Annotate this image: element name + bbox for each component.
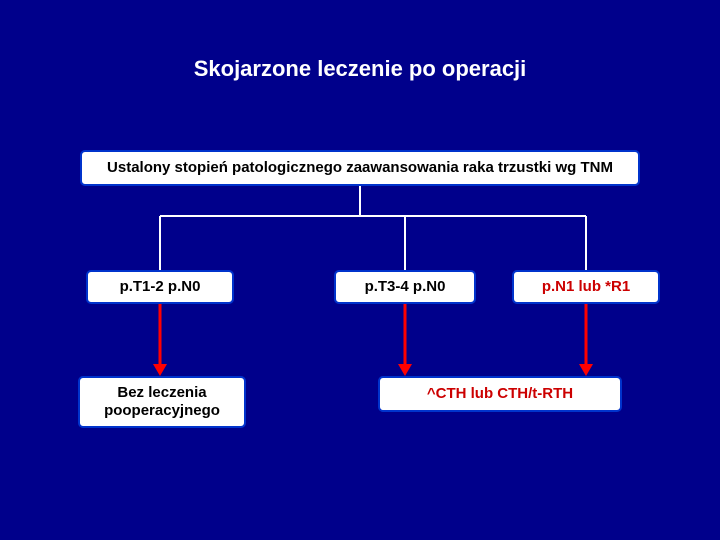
box-pn1-r1: p.N1 lub *R1 [512,270,660,304]
box-pt12-pn0: p.T1-2 p.N0 [86,270,234,304]
slide: Skojarzone leczenie po operacji Ustalony… [0,0,720,540]
slide-title: Skojarzone leczenie po operacji [0,56,720,82]
box-root: Ustalony stopień patologicznego zaawanso… [80,150,640,186]
box-pt34-pn0: p.T3-4 p.N0 [334,270,476,304]
box-cth: ^CTH lub CTH/t-RTH [378,376,622,412]
box-no-postop: Bez leczenia pooperacyjnego [78,376,246,428]
